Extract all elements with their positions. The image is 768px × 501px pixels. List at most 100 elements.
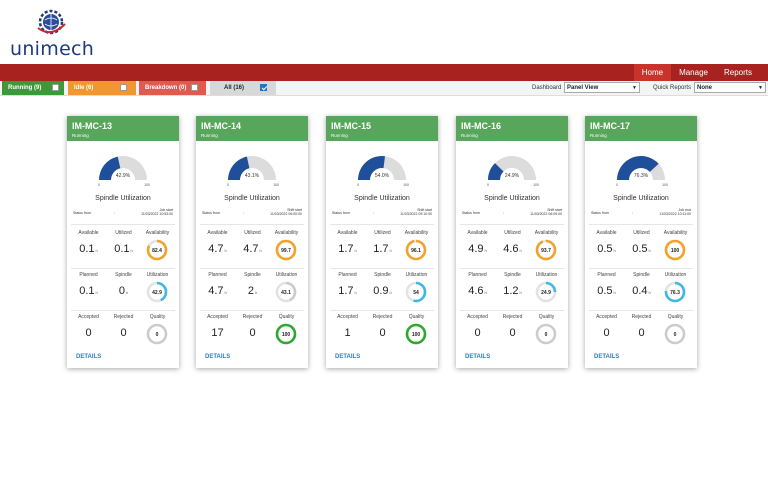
ring-arc — [405, 239, 427, 261]
available-label: Available — [337, 230, 358, 236]
spindle-cell: Spindle 0.4h — [623, 272, 660, 297]
gauge-max: 100 — [533, 183, 539, 187]
divider — [330, 310, 434, 311]
gauge-max: 100 — [144, 183, 150, 187]
filter-all-label: All (16) — [224, 85, 245, 91]
utilization-label: Utilization — [405, 272, 428, 278]
availability-ring-value: 99.7 — [281, 248, 291, 254]
planned-number: 1.7 — [338, 285, 354, 297]
accepted-label: Accepted — [467, 314, 488, 320]
details-link[interactable]: DETAILS — [465, 354, 491, 360]
gauge-min: 0 — [98, 183, 100, 187]
accepted-cell: Accepted 0 — [70, 314, 107, 339]
filter-breakdown-checkbox[interactable] — [191, 84, 198, 91]
utilization-cell: Utilization 76.3 — [657, 272, 694, 303]
machine-name: IM-MC-16 — [461, 121, 501, 131]
rejected-number: 0 — [379, 327, 386, 339]
divider — [589, 310, 693, 311]
spindle-cell: Spindle 0h — [105, 272, 142, 297]
quality-cell: Quality 100 — [268, 314, 305, 345]
details-link[interactable]: DETAILS — [76, 354, 102, 360]
planned-value: 1.7h — [329, 285, 366, 297]
accepted-cell: Accepted 0 — [588, 314, 625, 339]
gauge-value: 43.1% — [245, 173, 260, 179]
available-number: 0.5 — [597, 243, 613, 255]
utilized-value: 1.7h — [364, 243, 401, 255]
filter-breakdown[interactable]: Breakdown (0) — [139, 81, 206, 95]
filter-all[interactable]: All (16) — [210, 81, 276, 95]
divider — [460, 310, 564, 311]
rejected-cell: Rejected 0 — [234, 314, 271, 339]
status-from-value: Job start 11/03/2022 10:53:00 — [141, 208, 173, 216]
gauge-min: 0 — [616, 183, 618, 187]
filter-running-label: Running (9) — [8, 85, 42, 91]
availability-cell: Availability 82.4 — [139, 230, 176, 261]
spindle-value: 2h — [234, 285, 271, 297]
availability-ring: 100 — [664, 239, 686, 261]
gauge-min: 0 — [487, 183, 489, 187]
quality-ring-value: 0 — [545, 332, 548, 338]
available-number: 1.7 — [338, 243, 354, 255]
accepted-number: 1 — [344, 327, 351, 339]
quality-cell: Quality 100 — [398, 314, 435, 345]
divider — [200, 310, 304, 311]
quick-reports-select[interactable]: None ▼ — [694, 82, 766, 93]
ring-arc — [535, 239, 557, 261]
ring-arc — [535, 281, 557, 303]
rejected-number: 0 — [638, 327, 645, 339]
status-from-row: Status from : Shift start 11/03/2022 06:0… — [202, 208, 302, 218]
details-link[interactable]: DETAILS — [594, 354, 620, 360]
filter-idle-checkbox[interactable] — [120, 84, 127, 91]
status-from-event: Shift start — [547, 208, 562, 212]
status-from-row: Status from : Job end 11/03/2022 10:11:00 — [591, 208, 691, 218]
brand-name: unimech — [10, 38, 95, 60]
details-link[interactable]: DETAILS — [205, 354, 231, 360]
filter-running-checkbox[interactable] — [52, 84, 59, 91]
hours-unit: h — [613, 290, 616, 295]
planned-label: Planned — [79, 272, 98, 278]
nav-home[interactable]: Home — [633, 64, 672, 81]
status-from-row: Status from : Job start 11/03/2022 10:53:… — [73, 208, 173, 218]
ring-arc — [664, 281, 686, 303]
unimech-logo: unimech — [8, 8, 108, 60]
hours-unit: h — [125, 290, 129, 295]
rejected-number: 0 — [509, 327, 516, 339]
utilized-value: 0.5h — [623, 243, 660, 255]
filter-idle[interactable]: Idle (6) — [68, 81, 136, 95]
available-number: 0.1 — [79, 243, 95, 255]
hours-unit: h — [484, 290, 487, 295]
availability-label: Availability — [404, 230, 429, 236]
quality-cell: Quality 0 — [528, 314, 565, 345]
accepted-label: Accepted — [207, 314, 228, 320]
availability-cell: Availability 100 — [657, 230, 694, 261]
spindle-label: Spindle — [374, 272, 391, 278]
filter-all-checkbox[interactable] — [260, 84, 267, 91]
status-from-label: Status from — [202, 211, 220, 215]
rejected-cell: Rejected 0 — [494, 314, 531, 339]
status-from-value: Shift start 11/03/2022 06:09:00 — [530, 208, 562, 216]
planned-value: 0.1h — [70, 285, 107, 297]
filter-running[interactable]: Running (9) — [2, 81, 64, 95]
accepted-cell: Accepted 17 — [199, 314, 236, 339]
gauge-fill — [228, 156, 250, 180]
card-header: IM-MC-17 Running — [585, 116, 697, 141]
nav-reports[interactable]: Reports — [723, 68, 752, 77]
accepted-number: 0 — [474, 327, 481, 339]
rejected-label: Rejected — [502, 314, 523, 320]
rejected-value: 0 — [105, 327, 142, 339]
nav-manage[interactable]: Manage — [679, 68, 708, 77]
ring-arc — [275, 323, 297, 345]
machine-name: IM-MC-14 — [201, 121, 241, 131]
status-from-colon: : — [243, 211, 244, 215]
gauge-max: 100 — [403, 183, 409, 187]
ring-track — [535, 323, 557, 345]
quick-reports-label: Quick Reports — [653, 85, 692, 91]
availability-label: Availability — [274, 230, 299, 236]
utilized-number: 0.1 — [114, 243, 130, 255]
gauge-max: 100 — [273, 183, 279, 187]
details-link[interactable]: DETAILS — [335, 354, 361, 360]
available-value: 4.9h — [459, 243, 496, 255]
dashboard-select[interactable]: Panel View ▼ — [564, 82, 640, 93]
machine-status: Running — [461, 133, 478, 138]
machine-card: IM-MC-16 Running 24.9% 0 100 Spindle Uti… — [456, 116, 568, 368]
